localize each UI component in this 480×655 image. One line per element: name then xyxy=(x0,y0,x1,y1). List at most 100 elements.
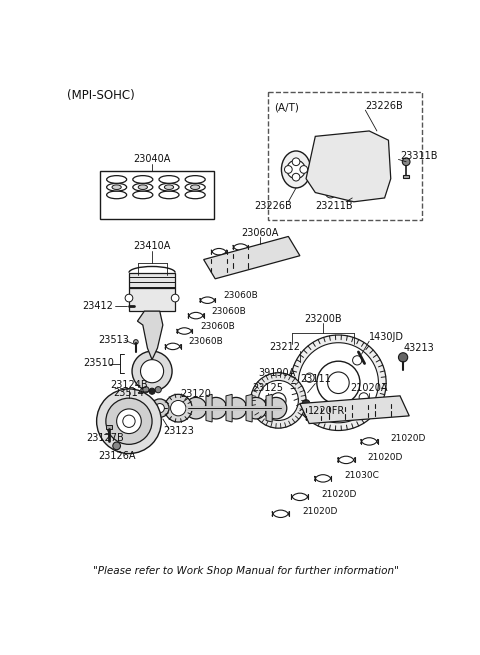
Circle shape xyxy=(132,351,172,391)
Ellipse shape xyxy=(133,176,153,183)
Bar xyxy=(106,425,112,429)
Ellipse shape xyxy=(159,191,179,198)
Circle shape xyxy=(325,187,336,198)
Text: 1220FR: 1220FR xyxy=(308,406,345,416)
Polygon shape xyxy=(137,311,163,360)
Text: 21020D: 21020D xyxy=(302,507,337,516)
Bar xyxy=(129,288,175,311)
Text: 23060B: 23060B xyxy=(200,322,235,331)
Circle shape xyxy=(359,393,368,402)
Ellipse shape xyxy=(164,185,174,189)
Circle shape xyxy=(324,405,333,415)
Circle shape xyxy=(125,294,133,302)
Circle shape xyxy=(164,394,192,422)
Circle shape xyxy=(291,335,386,430)
Circle shape xyxy=(337,149,368,180)
Text: 23120: 23120 xyxy=(180,389,211,400)
Polygon shape xyxy=(306,131,391,202)
Polygon shape xyxy=(226,394,232,422)
Circle shape xyxy=(321,145,333,158)
Circle shape xyxy=(117,409,141,434)
Text: 23060B: 23060B xyxy=(223,291,258,300)
Text: (MPI-SOHC): (MPI-SOHC) xyxy=(67,89,135,102)
Circle shape xyxy=(205,398,227,419)
Circle shape xyxy=(151,399,169,417)
Ellipse shape xyxy=(281,151,311,188)
Polygon shape xyxy=(206,394,212,422)
Bar xyxy=(267,92,421,219)
Circle shape xyxy=(149,388,155,394)
Ellipse shape xyxy=(138,185,147,189)
Ellipse shape xyxy=(107,191,127,198)
Ellipse shape xyxy=(185,176,205,183)
Circle shape xyxy=(251,373,306,428)
Text: 23126A: 23126A xyxy=(98,451,135,461)
Circle shape xyxy=(133,340,138,345)
Text: 23513: 23513 xyxy=(98,335,129,345)
Circle shape xyxy=(123,415,135,428)
Bar xyxy=(100,171,214,219)
Text: 23060B: 23060B xyxy=(212,307,246,316)
Polygon shape xyxy=(266,394,272,422)
Ellipse shape xyxy=(112,185,121,189)
Text: 21020A: 21020A xyxy=(350,383,388,393)
Text: 23123: 23123 xyxy=(163,426,193,436)
Circle shape xyxy=(96,389,161,454)
Text: 23226B: 23226B xyxy=(254,200,292,211)
Circle shape xyxy=(264,399,271,405)
Circle shape xyxy=(292,174,300,181)
Text: 21020D: 21020D xyxy=(322,490,357,499)
Circle shape xyxy=(113,442,120,450)
Circle shape xyxy=(299,343,378,422)
Circle shape xyxy=(287,160,305,179)
Circle shape xyxy=(360,133,371,144)
Circle shape xyxy=(170,400,186,416)
Circle shape xyxy=(285,166,292,174)
Text: "Please refer to Work Shop Manual for further information": "Please refer to Work Shop Manual for fu… xyxy=(93,567,399,576)
Circle shape xyxy=(375,158,386,169)
Circle shape xyxy=(292,158,300,166)
Text: 39190A: 39190A xyxy=(258,367,295,378)
Polygon shape xyxy=(204,236,300,279)
Circle shape xyxy=(364,185,374,196)
Circle shape xyxy=(328,372,349,394)
Text: 23412: 23412 xyxy=(83,301,114,310)
Text: 23200B: 23200B xyxy=(304,314,342,324)
Circle shape xyxy=(106,398,152,444)
Ellipse shape xyxy=(185,183,205,191)
Text: (A/T): (A/T) xyxy=(274,102,299,113)
Text: 21020D: 21020D xyxy=(391,434,426,443)
Bar xyxy=(129,272,175,288)
Circle shape xyxy=(143,386,149,393)
Text: 23111: 23111 xyxy=(300,374,331,384)
Circle shape xyxy=(302,400,310,407)
Circle shape xyxy=(305,373,314,383)
Circle shape xyxy=(357,348,363,354)
Text: 21020D: 21020D xyxy=(368,453,403,462)
Circle shape xyxy=(155,386,161,393)
Bar xyxy=(403,175,409,178)
Circle shape xyxy=(317,361,360,404)
Text: 23311B: 23311B xyxy=(400,151,437,160)
Text: 23124B: 23124B xyxy=(110,380,148,390)
Text: 23211B: 23211B xyxy=(316,200,353,211)
Ellipse shape xyxy=(185,191,205,198)
Circle shape xyxy=(171,294,179,302)
Circle shape xyxy=(402,158,410,166)
Ellipse shape xyxy=(159,183,179,191)
Circle shape xyxy=(225,398,247,419)
Circle shape xyxy=(185,398,207,419)
Circle shape xyxy=(398,353,408,362)
Text: 23212: 23212 xyxy=(269,341,300,352)
Polygon shape xyxy=(300,396,409,424)
Ellipse shape xyxy=(107,176,127,183)
Ellipse shape xyxy=(133,191,153,198)
Circle shape xyxy=(141,360,164,383)
Ellipse shape xyxy=(191,185,200,189)
Circle shape xyxy=(271,393,286,408)
Text: 23127B: 23127B xyxy=(86,433,123,443)
Circle shape xyxy=(265,398,287,419)
Text: 23040A: 23040A xyxy=(133,155,171,164)
Ellipse shape xyxy=(133,183,153,191)
Text: 23410A: 23410A xyxy=(133,242,171,252)
